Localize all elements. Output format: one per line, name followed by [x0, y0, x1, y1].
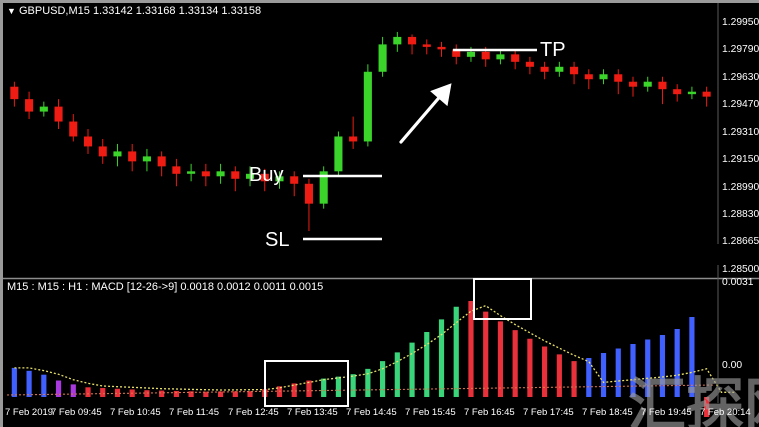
svg-text:7 Feb 16:45: 7 Feb 16:45	[464, 407, 515, 418]
svg-text:7 Feb 12:45: 7 Feb 12:45	[228, 407, 279, 418]
svg-text:7 Feb 20:14: 7 Feb 20:14	[700, 407, 751, 418]
svg-text:汇探网: 汇探网	[628, 373, 759, 427]
svg-text:7 Feb 10:45: 7 Feb 10:45	[110, 407, 161, 418]
svg-text:7 Feb 14:45: 7 Feb 14:45	[346, 407, 397, 418]
svg-text:7 Feb 15:45: 7 Feb 15:45	[405, 407, 456, 418]
svg-text:7 Feb 09:45: 7 Feb 09:45	[51, 407, 102, 418]
svg-text:0.00: 0.00	[722, 360, 742, 371]
svg-text:7 Feb 13:45: 7 Feb 13:45	[287, 407, 338, 418]
svg-text:7 Feb 17:45: 7 Feb 17:45	[523, 407, 574, 418]
svg-text:1.28500: 1.28500	[722, 264, 759, 275]
svg-text:7 Feb 11:45: 7 Feb 11:45	[169, 407, 219, 418]
svg-text:M15 : M15 : H1 : MACD [12-26-: M15 : M15 : H1 : MACD [12-26->9] 0.0018 …	[7, 281, 323, 293]
svg-text:7 Feb 19:45: 7 Feb 19:45	[641, 407, 692, 418]
svg-text:0.0031: 0.0031	[722, 277, 754, 288]
svg-text:7 Feb 2019: 7 Feb 2019	[5, 407, 53, 418]
svg-text:7 Feb 18:45: 7 Feb 18:45	[582, 407, 633, 418]
